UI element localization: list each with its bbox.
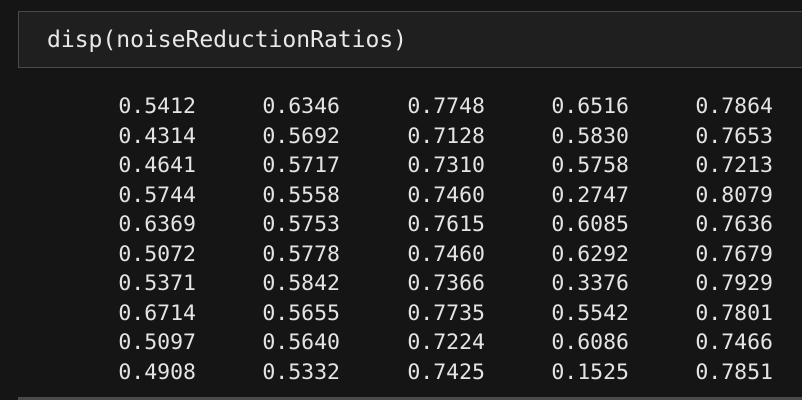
- output-row: 0.6369 0.5753 0.7615 0.6085 0.7636: [0, 210, 802, 240]
- output-value: 0.7466: [695, 330, 773, 355]
- output-value: 0.5072: [118, 241, 196, 267]
- output-value: 0.7636: [695, 212, 773, 237]
- output-value: 0.7460: [407, 182, 485, 208]
- output-row: 0.5371 0.5842 0.7366 0.3376 0.7929: [0, 269, 802, 299]
- output-value: 0.5830: [551, 123, 629, 149]
- output-value: 0.7224: [407, 330, 485, 355]
- output-value: 0.6292: [551, 241, 629, 267]
- output-row: 0.5744 0.5558 0.7460 0.2747 0.8079: [0, 181, 802, 211]
- output-row: 0.5412 0.6346 0.7748 0.6516 0.7864: [0, 92, 802, 122]
- output-value: 0.5412: [118, 94, 196, 119]
- output-value: 0.7864: [695, 94, 773, 119]
- output-value: 0.5371: [118, 271, 196, 296]
- output-row: 0.4314 0.5692 0.7128 0.5830 0.7653: [0, 122, 802, 152]
- output-value: 0.7213: [695, 153, 773, 178]
- output-value: 0.5655: [262, 300, 340, 326]
- output-value: 0.6516: [551, 94, 629, 119]
- output-value: 0.7460: [407, 241, 485, 267]
- output-value: 0.7929: [695, 271, 773, 296]
- output-value: 0.8079: [695, 182, 773, 208]
- output-value: 0.3376: [551, 271, 629, 296]
- output-value: 0.4314: [118, 123, 196, 149]
- output-value: 0.4641: [118, 153, 196, 178]
- output-value: 0.7748: [407, 94, 485, 119]
- next-cell-border: [18, 397, 802, 400]
- output-value: 0.5542: [551, 300, 629, 326]
- output-value: 0.6346: [262, 94, 340, 119]
- output-value: 0.7851: [695, 359, 773, 385]
- output-value: 0.7366: [407, 271, 485, 296]
- output-value: 0.6086: [551, 330, 629, 355]
- output-value: 0.5717: [262, 153, 340, 178]
- output-value: 0.4908: [118, 359, 196, 385]
- output-value: 0.5744: [118, 182, 196, 208]
- output-value: 0.6369: [118, 212, 196, 237]
- output-value: 0.5753: [262, 212, 340, 237]
- output-value: 0.7128: [407, 123, 485, 149]
- output-row: 0.4641 0.5717 0.7310 0.5758 0.7213: [0, 151, 802, 181]
- output-value: 0.5758: [551, 153, 629, 178]
- output-row: 0.5072 0.5778 0.7460 0.6292 0.7679: [0, 240, 802, 270]
- output-value: 0.2747: [551, 182, 629, 208]
- output-value: 0.5692: [262, 123, 340, 149]
- output-value: 0.6714: [118, 300, 196, 326]
- output-value: 0.7653: [695, 123, 773, 149]
- output-value: 0.6085: [551, 212, 629, 237]
- code-input-cell[interactable]: disp(noiseReductionRatios): [18, 11, 802, 68]
- output-value: 0.5778: [262, 241, 340, 267]
- output-value: 0.5640: [262, 330, 340, 355]
- output-value: 0.7615: [407, 212, 485, 237]
- output-value: 0.7425: [407, 359, 485, 385]
- output-value: 0.1525: [551, 359, 629, 385]
- output-value: 0.5332: [262, 359, 340, 385]
- output-row: 0.5097 0.5640 0.7224 0.6086 0.7466: [0, 328, 802, 358]
- output-value: 0.5097: [118, 330, 196, 355]
- output-value: 0.7801: [695, 300, 773, 326]
- output-value: 0.7310: [407, 153, 485, 178]
- output-value: 0.5558: [262, 182, 340, 208]
- code-line[interactable]: disp(noiseReductionRatios): [47, 27, 408, 53]
- output-area: 0.5412 0.6346 0.7748 0.6516 0.7864 0.431…: [0, 92, 802, 387]
- output-value: 0.7735: [407, 300, 485, 326]
- output-value: 0.7679: [695, 241, 773, 267]
- output-value: 0.5842: [262, 271, 340, 296]
- output-row: 0.6714 0.5655 0.7735 0.5542 0.7801: [0, 299, 802, 329]
- output-row: 0.4908 0.5332 0.7425 0.1525 0.7851: [0, 358, 802, 388]
